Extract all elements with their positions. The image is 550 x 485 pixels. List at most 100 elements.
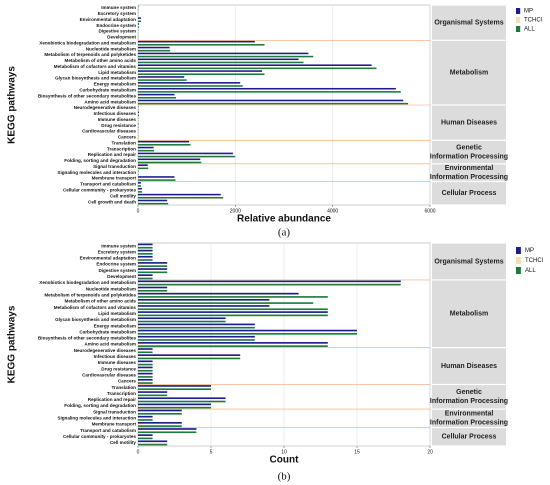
group-label: Environmental: [445, 411, 494, 418]
bar: [138, 152, 233, 155]
y-axis-label: KEGG pathways: [7, 66, 18, 144]
category-label: Energy metabolism: [94, 82, 136, 87]
bar: [138, 333, 357, 335]
bar: [138, 376, 153, 378]
bar: [138, 292, 299, 295]
category-label: Metabolism of terpenoids and polyketides: [44, 293, 136, 298]
bar: [138, 193, 221, 196]
group-band: [432, 385, 506, 409]
bar: [138, 428, 197, 430]
bar: [138, 348, 153, 350]
bar: [138, 149, 155, 152]
category-label: Folding, sorting and degradation: [64, 403, 136, 408]
category-label: Biosynthesis of other secondary metaboli…: [38, 336, 136, 341]
bar: [138, 167, 149, 170]
x-tick-label: 20: [427, 449, 433, 455]
panel-label: (b): [278, 471, 291, 483]
legend-swatch: [516, 267, 521, 274]
bar: [138, 79, 187, 81]
x-tick-label: 0: [137, 449, 140, 455]
bar: [138, 271, 168, 274]
category-label: Endocrine system: [96, 23, 136, 28]
group-band: [432, 140, 506, 164]
bar: [138, 298, 270, 301]
category-label: Cardiovascular diseases: [82, 129, 136, 134]
bar: [138, 73, 265, 75]
category-label: Replication and repair: [88, 152, 136, 157]
bar: [138, 317, 226, 320]
bar: [138, 99, 404, 102]
legend-swatch: [516, 26, 521, 32]
category-label: Immune system: [101, 5, 136, 10]
group-band: [432, 348, 506, 384]
bar: [138, 397, 226, 400]
group-label: Cellular Process: [442, 190, 497, 197]
bar: [138, 351, 153, 354]
bar: [138, 406, 211, 409]
category-label: Translation: [111, 385, 136, 390]
bar: [138, 400, 226, 403]
group-label: Metabolism: [450, 69, 489, 76]
legend-swatch: [516, 257, 521, 264]
category-label: Cancers: [118, 135, 137, 140]
category-label: Signaling molecules and interaction: [57, 416, 136, 421]
x-tick-label: 4000: [327, 208, 338, 214]
x-tick-label: 15: [354, 449, 360, 455]
category-label: Folding, sorting and degradation: [64, 158, 136, 163]
bar: [138, 262, 168, 264]
category-label: Immune diseases: [98, 117, 137, 122]
bar: [138, 440, 168, 443]
bar: [138, 409, 182, 412]
bar: [138, 329, 357, 332]
bar: [138, 246, 153, 249]
category-label: Development: [107, 35, 136, 40]
group-label: Environmental: [445, 165, 494, 172]
category-label: Transport and catabolism: [80, 428, 136, 433]
bar: [138, 354, 241, 356]
category-label: Membrane transport: [92, 422, 137, 427]
category-label: Cell growth and death: [88, 199, 136, 204]
category-label: Glycan biosynthesis and metabolism: [55, 76, 136, 81]
category-label: Metabolism of other amino acids: [65, 58, 137, 63]
bar: [138, 253, 153, 255]
category-label: Metabolism of terpenoids and polyketides: [44, 52, 136, 57]
bar: [138, 85, 243, 87]
group-band: [432, 280, 506, 347]
bar: [138, 243, 153, 246]
group-label: Information Processing: [430, 153, 508, 160]
bar: [138, 434, 153, 436]
bar: [138, 314, 328, 317]
bar: [138, 320, 226, 323]
category-label: Cancers: [118, 379, 137, 384]
bar: [138, 55, 314, 58]
bar: [138, 114, 140, 117]
x-tick-label: 2000: [230, 208, 241, 214]
panel-label: (a): [278, 227, 291, 239]
legend-swatch: [516, 247, 521, 254]
bar: [138, 265, 168, 267]
group-label: Information Processing: [430, 174, 508, 181]
bar: [138, 437, 153, 440]
x-axis-label: Count: [270, 455, 300, 466]
category-label: Signal transduction: [93, 164, 136, 169]
bar: [138, 185, 142, 187]
group-label: Organismal Systems: [434, 258, 503, 265]
bar: [138, 76, 185, 78]
bar: [138, 187, 142, 190]
category-label: Cardiovascular diseases: [82, 372, 136, 377]
category-label: Infectious diseases: [94, 354, 137, 359]
bar: [138, 82, 241, 84]
bar: [138, 277, 153, 280]
bar: [138, 26, 140, 28]
group-label: Cellular Process: [442, 434, 497, 441]
bar: [138, 274, 153, 277]
category-label: Biosynthesis of other secondary metaboli…: [38, 93, 136, 98]
bar: [138, 70, 263, 72]
group-band: [432, 105, 506, 140]
bar: [138, 412, 182, 415]
category-label: Endocrine system: [96, 262, 136, 267]
group-label: Metabolism: [450, 311, 489, 318]
category-label: Xenobiotics biodegradation and metabolis…: [39, 40, 136, 45]
category-label: Cellular community - prokaryotes: [63, 434, 136, 439]
